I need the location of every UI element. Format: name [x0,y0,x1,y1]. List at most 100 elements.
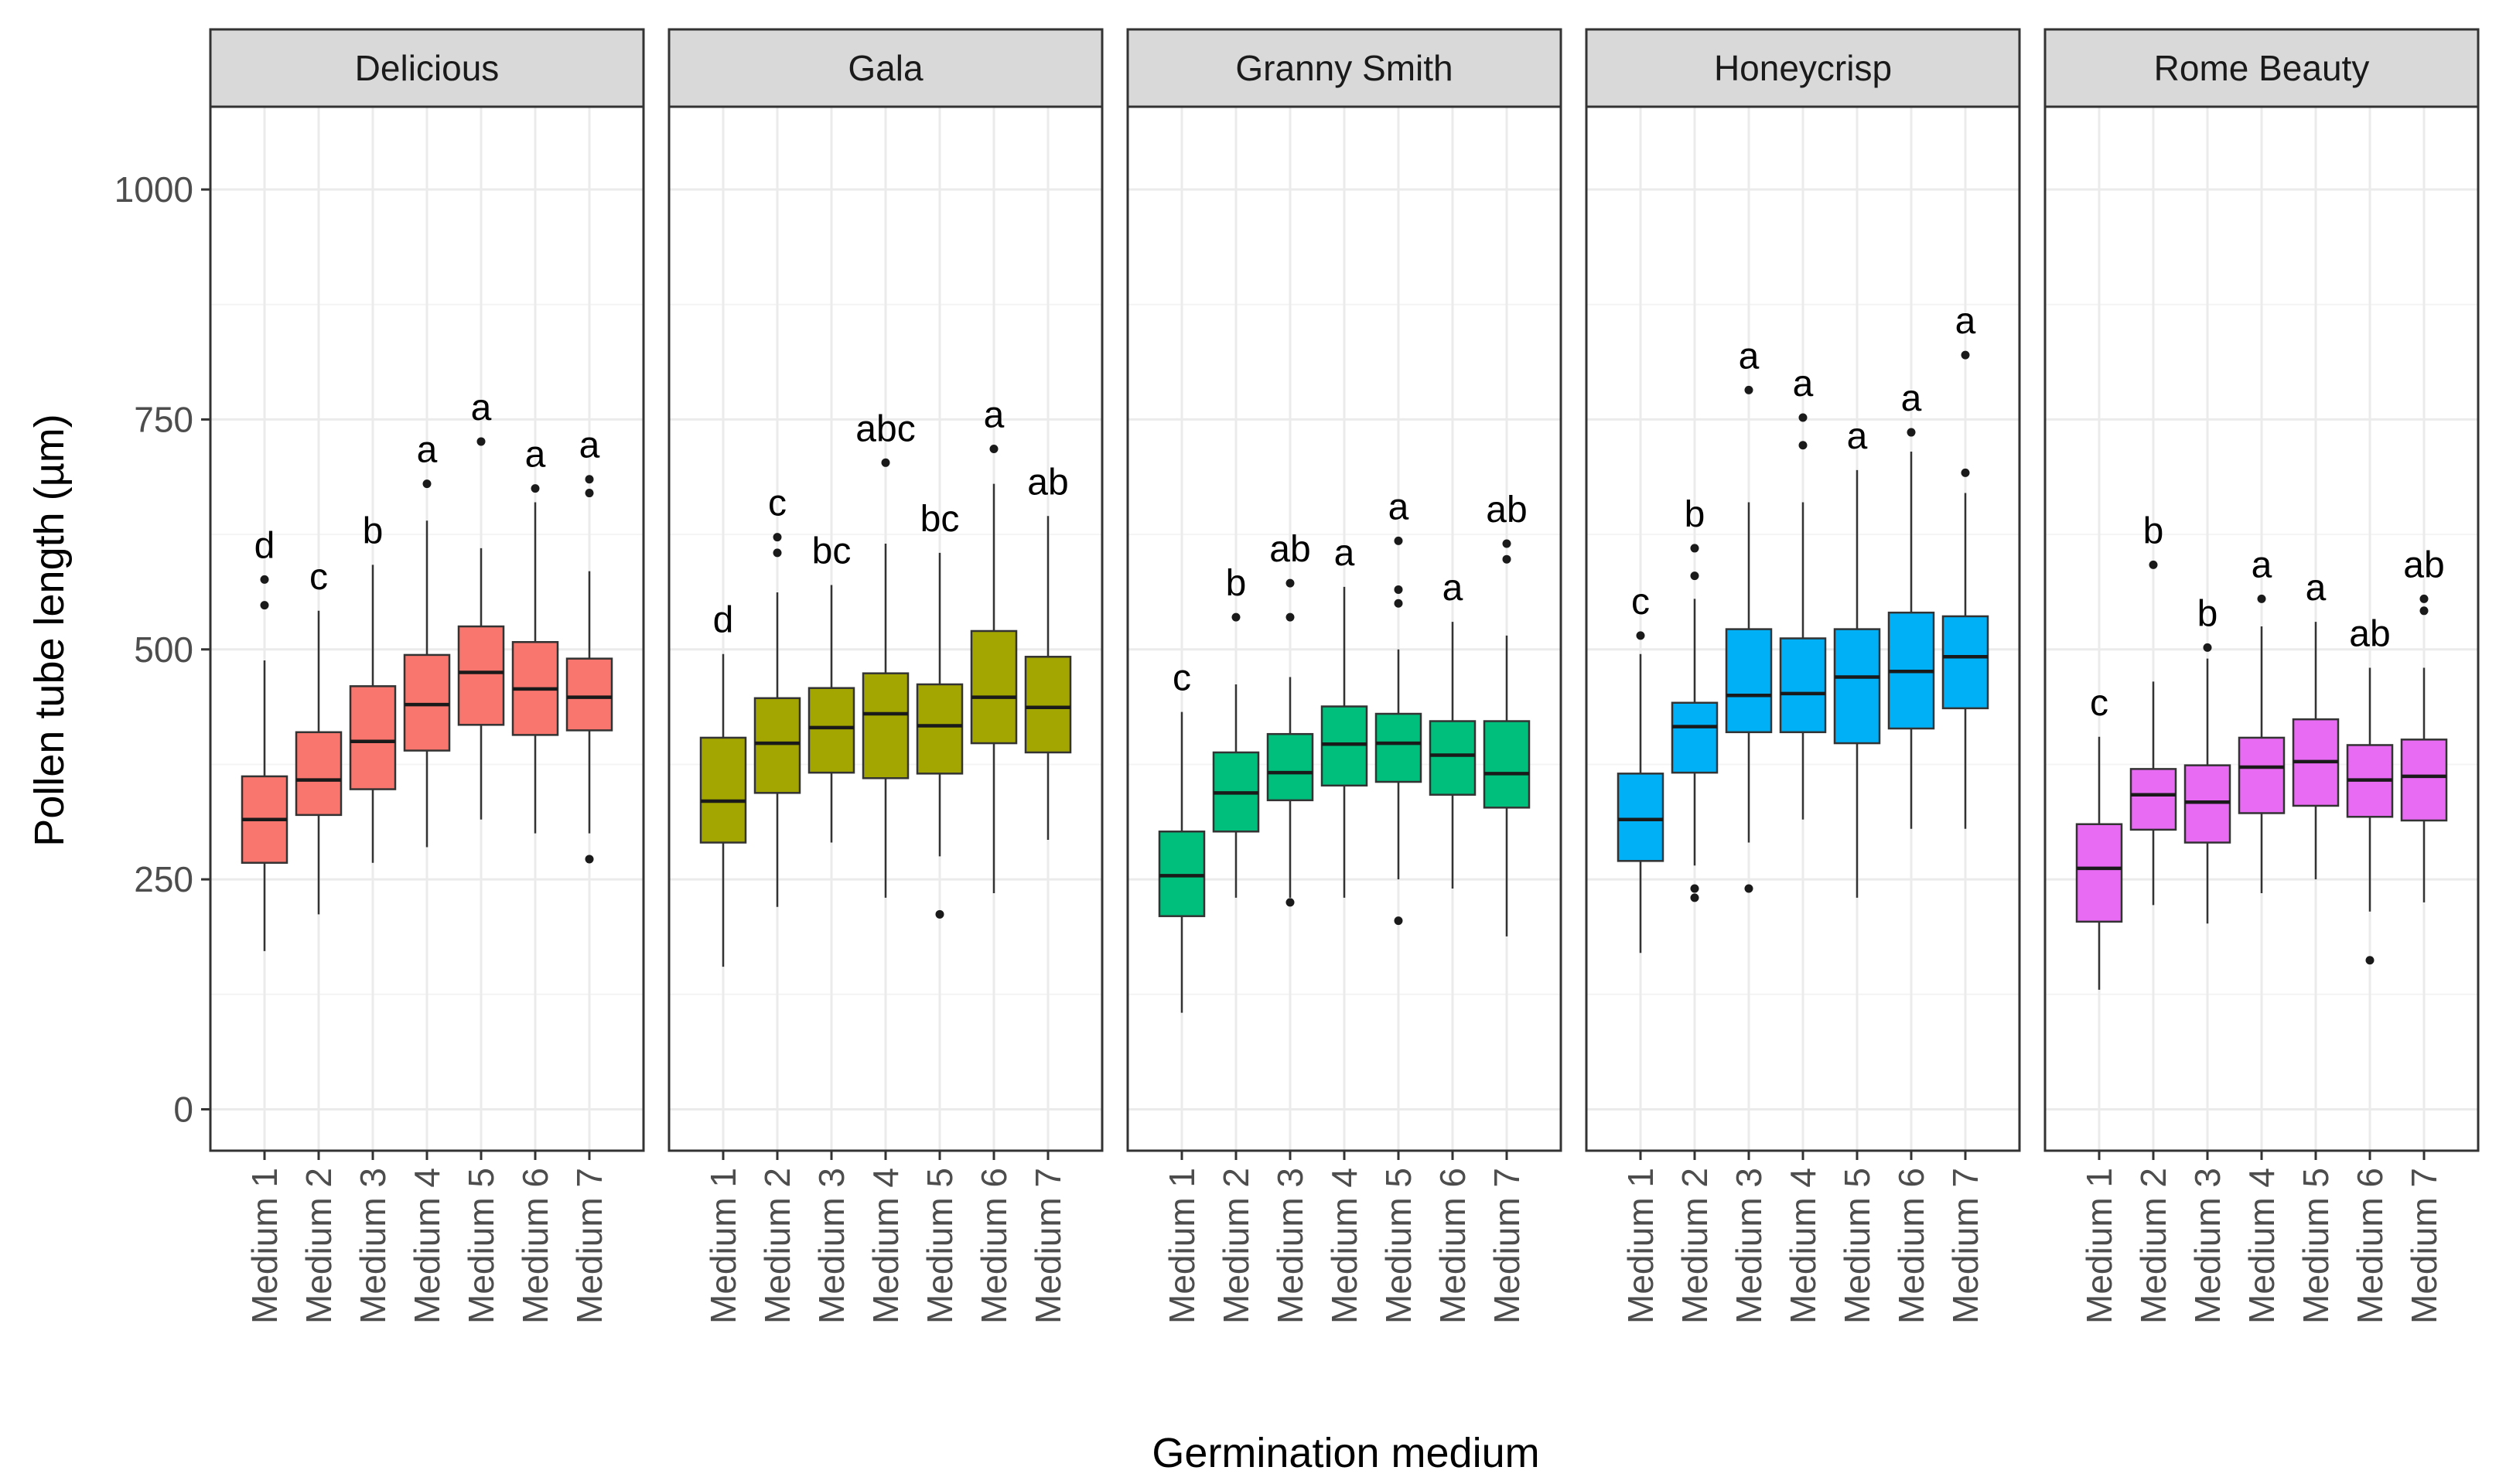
x-tick-label: Medium 1 [703,1168,743,1324]
box [916,683,964,775]
outlier-point [2203,643,2212,652]
box [1483,720,1531,809]
x-tick-label: Medium 6 [515,1168,555,1324]
outlier-point [1907,428,1916,437]
significance-letter: d [254,525,275,566]
outlier-point [2365,956,2375,965]
y-axis-title: Pollen tube length (µm) [26,414,73,846]
x-tick-label: Medium 1 [244,1168,285,1324]
box-group: a [1833,416,1881,898]
x-tick-label: Medium 3 [1729,1168,1769,1324]
box [349,685,397,790]
x-tick-label: Medium 3 [353,1168,393,1324]
box [1266,732,1314,802]
box [2129,768,2177,831]
outlier-point [1285,898,1295,907]
box-group: ab [1266,529,1314,907]
significance-letter: c [1173,658,1191,699]
outlier-point [1798,441,1808,450]
box-group: a [565,425,613,864]
facet-strip-label: Granny Smith [1235,48,1453,88]
x-tick-label: Medium 6 [974,1168,1014,1324]
facet-strip [667,28,1104,108]
outlier-point [1285,612,1295,622]
significance-letter: a [417,430,438,471]
significance-letter: b [2197,593,2218,634]
outlier-point [1690,884,1699,893]
significance-letter: ab [1269,529,1310,570]
significance-letter: bc [920,499,960,540]
y-tick-label: 250 [134,859,193,899]
significance-letter: a [2252,544,2272,585]
outlier-point [1394,536,1403,545]
box-group: ab [1024,462,1072,840]
significance-letter: ab [2349,614,2390,655]
facet-strip-label: Delicious [355,48,500,88]
box-group: c [295,557,343,915]
significance-letter: c [2090,683,2108,724]
outlier-point [585,489,594,498]
facet-strip-label: Honeycrisp [1714,48,1892,88]
outlier-point [1690,544,1699,553]
significance-letter: a [984,394,1005,435]
facet-strip [1126,28,1562,108]
y-axis: 0 250 500 750 1000 [114,169,210,1129]
outlier-point [1690,571,1699,581]
significance-letter: a [1442,568,1463,609]
significance-letter: c [1631,582,1650,623]
box-group: a [1941,301,1989,829]
y-tick-label: 0 [173,1089,193,1129]
box-group: a [511,435,559,834]
outlier-point [1502,539,1511,548]
x-tick-label: Medium 7 [1028,1168,1068,1324]
x-tick-label: Medium 5 [1378,1168,1419,1324]
x-axis-title: Germination medium [1152,1430,1539,1476]
x-tick-label: Medium 4 [1324,1168,1364,1324]
box [295,731,343,817]
outlier-point [260,575,269,584]
significance-letter: b [363,510,384,551]
box-group: d [241,525,288,951]
x-tick-label: Medium 2 [2133,1168,2173,1324]
box-group: bc [807,531,855,843]
outlier-point [881,458,890,467]
outlier-point [989,444,999,453]
x-tick-label: Medium 6 [1432,1168,1473,1324]
box [1024,656,1072,754]
box-group: a [457,387,505,820]
outlier-point [773,548,782,558]
significance-letter: c [309,557,328,598]
box [1617,773,1664,862]
outlier-point [1394,916,1403,926]
outlier-point [1231,612,1241,622]
box [2183,764,2231,844]
x-tick-label: Medium 7 [1945,1168,1985,1324]
box-group: b [1671,494,1719,902]
facet-strip [209,28,645,108]
x-tick-label: Medium 1 [1162,1168,1202,1324]
outlier-point [2419,594,2429,603]
box [1779,637,1827,734]
box-group: abc [855,408,916,898]
outlier-point [585,475,594,484]
outlier-point [1961,468,1970,477]
box-group: a [2238,544,2286,893]
x-tick-label: Medium 4 [407,1168,447,1324]
outlier-point [531,484,540,493]
outlier-point [2257,594,2266,603]
outlier-point [585,855,594,864]
box [457,625,505,726]
box-group: b [349,510,397,863]
significance-letter: c [768,483,787,524]
outlier-point [935,909,944,919]
x-tick-label: Medium 2 [299,1168,339,1324]
box-group: a [403,430,451,848]
x-tick-label: Medium 5 [2296,1168,2336,1324]
outlier-point [1285,578,1295,588]
y-tick-label: 1000 [114,169,193,210]
